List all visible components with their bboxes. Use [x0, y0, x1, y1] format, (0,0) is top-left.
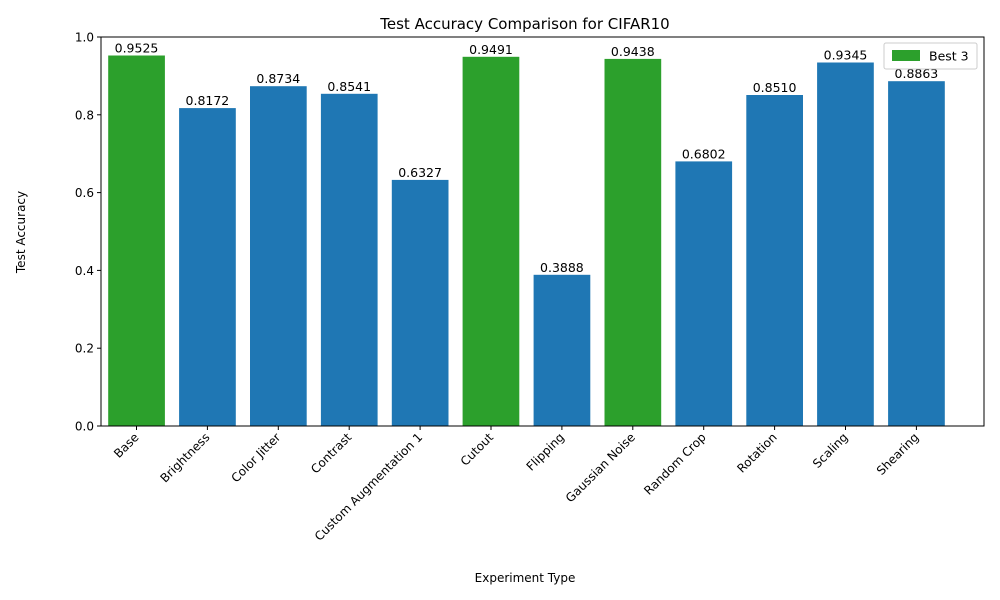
- x-tick-label: Brightness: [157, 430, 212, 485]
- plot-frame: [100, 36, 985, 427]
- bar-color-jitter: [250, 86, 307, 426]
- bar-value-label: 0.9525: [115, 41, 159, 56]
- bar-value-label: 0.6802: [682, 146, 726, 161]
- bar-value-label: 0.3888: [540, 260, 584, 275]
- x-tick-label: Flipping: [524, 430, 567, 473]
- bar-base: [108, 55, 165, 426]
- bar-value-label: 0.8510: [753, 80, 797, 95]
- bar-flipping: [533, 274, 591, 426]
- x-tick-label: Gaussian Noise: [563, 430, 638, 505]
- bar-cutout: [462, 56, 520, 427]
- bar-contrast: [320, 93, 378, 427]
- legend-label: Best 3: [929, 49, 969, 64]
- bar-value-label: 0.8172: [186, 93, 230, 108]
- y-tick-label: 0.0: [75, 420, 94, 434]
- y-tick-label: 0.2: [75, 342, 94, 356]
- bar-value-label: 0.9345: [824, 48, 868, 63]
- bar-brightness: [179, 108, 236, 426]
- bar-value-label: 0.8734: [256, 71, 300, 86]
- chart-title: Test Accuracy Comparison for CIFAR10: [379, 15, 669, 33]
- bar-shearing: [888, 81, 945, 426]
- bar-gaussian-noise: [604, 58, 662, 427]
- bar-value-label: 0.9438: [611, 44, 655, 59]
- legend: Best 3: [883, 42, 978, 70]
- legend-box: [883, 42, 978, 70]
- bar-value-label: 0.8541: [327, 79, 371, 94]
- bars-layer: 0.9525 0.8172 0.8734 0.8541 0.6327 0.9491 0.38…: [108, 41, 945, 427]
- x-axis: Base Brightness Color Jitter ContrastCustom…: [111, 426, 922, 544]
- bar-random-crop: [675, 161, 733, 426]
- x-tick-label: Shearing: [874, 430, 922, 478]
- bar-value-label: 0.6327: [398, 165, 442, 180]
- x-tick-label: Random Crop: [641, 430, 709, 498]
- y-tick-label: 0.4: [75, 264, 94, 278]
- bar-value-label: 0.9491: [469, 42, 513, 57]
- legend-swatch: [892, 50, 920, 61]
- bar-value-label: 0.8863: [895, 66, 939, 81]
- y-axis-title: Test Accuracy: [14, 191, 28, 274]
- x-tick-label: Cutout: [458, 430, 497, 469]
- bar-scaling: [817, 62, 874, 426]
- bar-rotation: [746, 95, 803, 426]
- bar-custom-augmentation-1: [391, 179, 449, 426]
- y-axis: 0.0 0.2 0.4 0.6 0.8 1.0: [75, 31, 101, 434]
- y-tick-label: 0.8: [75, 108, 94, 122]
- x-tick-label: Base: [111, 430, 142, 461]
- y-tick-label: 1.0: [75, 31, 94, 45]
- y-tick-label: 0.6: [75, 186, 94, 200]
- x-tick-label: Contrast: [308, 430, 354, 476]
- x-tick-label: Scaling: [810, 430, 851, 471]
- x-tick-label: Rotation: [734, 430, 779, 475]
- x-axis-title: Experiment Type: [475, 571, 576, 585]
- x-tick-label: Color Jitter: [228, 430, 283, 485]
